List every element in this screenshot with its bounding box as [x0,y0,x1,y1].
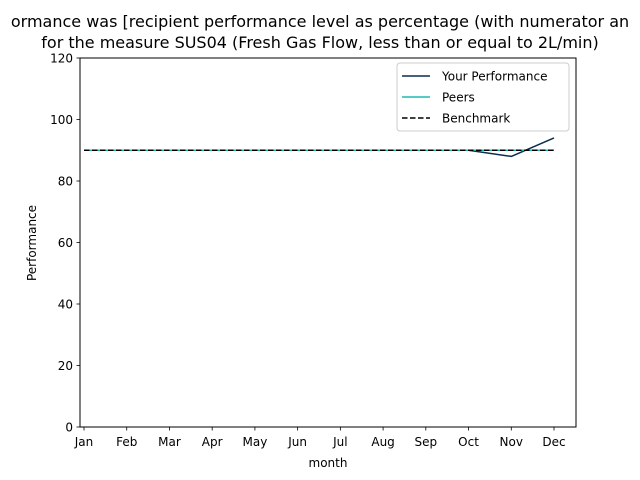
legend: Your Performance Peers Benchmark [396,62,570,132]
x-tick-label: Apr [202,435,223,449]
x-tick-label: Oct [458,435,479,449]
x-tick-label: Jun [287,435,307,449]
chart-title-line-1: ormance was [recipient performance level… [11,12,629,31]
y-tick-label: 80 [58,175,73,189]
y-tick-label: 40 [58,298,73,312]
x-axis-label: month [309,456,348,470]
y-axis: 0 20 40 60 80 100 120 [50,52,80,435]
x-tick-label: Jul [332,435,347,449]
y-tick-label: 60 [58,236,73,250]
x-tick-label: May [243,435,268,449]
y-tick-label: 120 [50,52,73,66]
x-tick-label: Jan [74,435,94,449]
y-tick-label: 20 [58,359,73,373]
chart-title-line-2: for the measure SUS04 (Fresh Gas Flow, l… [41,33,598,52]
legend-label-peers: Peers [442,91,475,105]
x-tick-label: Feb [116,435,137,449]
y-tick-label: 100 [50,113,73,127]
legend-box [396,62,570,132]
x-tick-label: Mar [158,435,181,449]
x-tick-label: Sep [415,435,438,449]
legend-label-benchmark: Benchmark [442,112,510,126]
x-tick-label: Aug [371,435,394,449]
x-tick-label: Nov [500,435,523,449]
series-layer [84,137,555,158]
y-tick-label: 0 [65,421,73,435]
legend-label-your-performance: Your Performance [441,70,547,84]
series-line-your-performance [84,137,555,158]
x-tick-label: Dec [542,435,565,449]
y-axis-label: Performance [25,205,39,281]
x-axis: Jan Feb Mar Apr May Jun Jul Aug Sep Oct Nov Dec [74,427,566,449]
legend-entries: Your Performance Peers Benchmark [402,70,547,126]
